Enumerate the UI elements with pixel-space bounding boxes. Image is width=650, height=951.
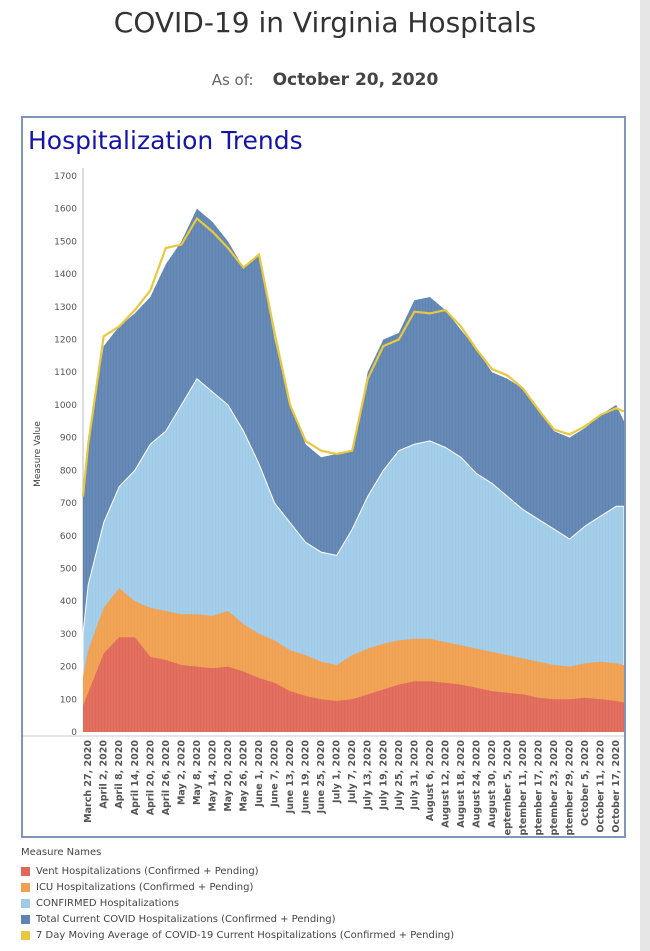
legend-swatch-icu	[21, 882, 30, 892]
legend-label-icu: ICU Hospitalizations (Confirmed + Pendin…	[36, 881, 254, 893]
x-tick-label: October 17, 2020	[611, 740, 622, 833]
legend-label-moving-average: 7 Day Moving Average of COVID-19 Current…	[36, 929, 455, 941]
legend-item-icu[interactable]: ICU Hospitalizations (Confirmed + Pendin…	[21, 879, 454, 895]
legend: Measure Names Vent Hospitalizations (Con…	[21, 847, 454, 943]
x-tick-label: April 20, 2020	[145, 740, 156, 816]
x-tick-label: June 1, 2020	[254, 740, 265, 808]
y-tick-label: 600	[60, 532, 77, 542]
x-tick-label: August 24, 2020	[472, 740, 483, 828]
y-tick-label: 1300	[54, 303, 77, 313]
as-of-label: As of:	[211, 71, 254, 89]
x-tick-label: May 26, 2020	[239, 740, 250, 812]
legend-swatch-moving-average	[21, 930, 30, 940]
x-tick-label: July 25, 2020	[394, 740, 405, 811]
x-tick-label: October 5, 2020	[580, 740, 591, 826]
x-tick-label: June 19, 2020	[301, 740, 312, 815]
x-tick-label: July 7, 2020	[347, 740, 358, 804]
x-tick-label: September 23, 2020	[549, 740, 560, 836]
as-of-date: October 20, 2020	[272, 70, 439, 90]
x-tick-label: August 18, 2020	[456, 740, 467, 828]
x-tick-label: July 19, 2020	[378, 740, 389, 811]
y-tick-label: 1200	[54, 336, 77, 346]
y-tick-label: 400	[60, 597, 77, 607]
x-tick-label: October 11, 2020	[596, 740, 607, 833]
y-tick-label: 1000	[54, 401, 77, 411]
x-tick-label: August 30, 2020	[487, 740, 498, 828]
y-tick-label: 100	[60, 695, 77, 705]
legend-label-total: Total Current COVID Hospitalizations (Co…	[36, 913, 336, 925]
x-tick-label: May 20, 2020	[223, 740, 234, 812]
legend-item-vent[interactable]: Vent Hospitalizations (Confirmed + Pendi…	[21, 863, 454, 879]
x-tick-label: August 6, 2020	[425, 740, 436, 822]
hospitalization-chart[interactable]: 0 100 200 300 400 500 600 700 800 900 1000 1100 1200…	[23, 118, 624, 836]
y-axis-title: Measure Value	[33, 421, 43, 487]
panel-title: Hospitalization Trends	[28, 126, 303, 155]
y-tick-label: 900	[60, 434, 77, 444]
x-tick-label: September 11, 2020	[518, 740, 529, 836]
legend-swatch-total	[21, 914, 30, 924]
legend-label-confirmed: CONFIRMED Hospitalizations	[36, 897, 180, 909]
series-area-0	[83, 637, 624, 732]
x-tick-label: May 2, 2020	[176, 740, 187, 805]
legend-item-moving-average[interactable]: 7 Day Moving Average of COVID-19 Current…	[21, 927, 454, 943]
x-tick-label: June 7, 2020	[270, 740, 281, 808]
x-tick-label: March 27, 2020	[83, 740, 94, 823]
x-tick-label: September 5, 2020	[503, 740, 514, 836]
legend-swatch-confirmed	[21, 898, 30, 908]
y-tick-label: 700	[60, 499, 77, 509]
x-tick-label: July 1, 2020	[332, 740, 343, 804]
x-tick-label: May 14, 2020	[207, 740, 218, 812]
x-tick-label: July 31, 2020	[409, 740, 420, 811]
x-tick-label: August 12, 2020	[440, 740, 451, 828]
y-tick-label: 1500	[54, 237, 77, 247]
x-tick-label: June 25, 2020	[316, 740, 327, 815]
y-tick-label: 1600	[54, 205, 77, 215]
x-tick-label: July 13, 2020	[363, 740, 374, 811]
x-tick-label: September 29, 2020	[565, 740, 576, 836]
legend-item-confirmed[interactable]: CONFIRMED Hospitalizations	[21, 895, 454, 911]
y-tick-label: 800	[60, 466, 77, 476]
y-tick-label: 0	[71, 728, 77, 738]
hospitalization-trends-panel: Hospitalization Trends 0 100 200 300 400 500 6…	[21, 116, 626, 838]
x-tick-label: May 8, 2020	[192, 740, 203, 805]
legend-label-vent: Vent Hospitalizations (Confirmed + Pendi…	[36, 865, 259, 877]
legend-swatch-vent	[21, 866, 30, 876]
legend-title: Measure Names	[21, 847, 102, 858]
x-tick-label: April 8, 2020	[114, 740, 125, 809]
y-tick-label: 1700	[54, 172, 77, 182]
y-tick-label: 200	[60, 663, 77, 673]
x-tick-label: April 26, 2020	[161, 740, 172, 816]
page-title: COVID-19 in Virginia Hospitals	[113, 6, 537, 39]
y-tick-label: 1100	[54, 368, 77, 378]
y-tick-label: 300	[60, 630, 77, 640]
x-tick-label: June 13, 2020	[285, 740, 296, 815]
scrollbar-track[interactable]	[640, 0, 650, 951]
x-tick-label: April 2, 2020	[99, 740, 110, 809]
as-of-line: As of: October 20, 2020	[0, 70, 650, 90]
legend-item-total[interactable]: Total Current COVID Hospitalizations (Co…	[21, 911, 454, 927]
x-tick-label: April 14, 2020	[130, 740, 141, 816]
y-tick-label: 1400	[54, 270, 77, 280]
x-tick-label: September 17, 2020	[534, 740, 545, 836]
moving-average-line	[81, 216, 624, 497]
y-tick-label: 500	[60, 564, 77, 574]
